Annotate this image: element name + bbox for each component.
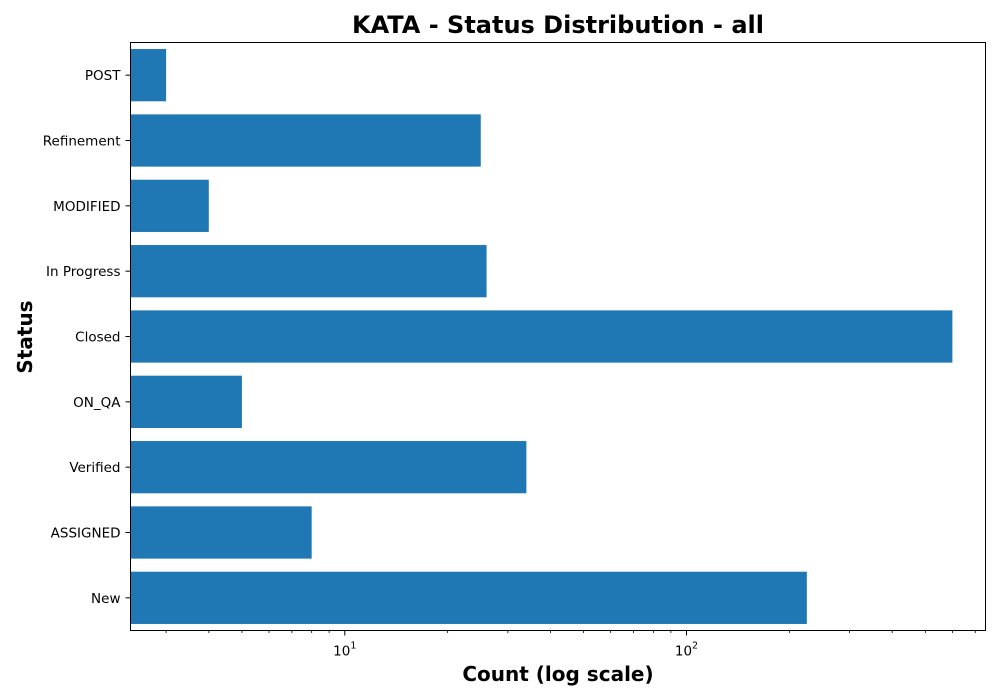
x-tick-label: 102 [675, 641, 698, 660]
bar-verified [130, 441, 527, 494]
bar-post [130, 49, 167, 102]
y-tick-label: Verified [69, 460, 120, 476]
bars-group [130, 49, 953, 624]
y-tick-label: Refinement [43, 134, 121, 150]
y-tick-label: MODIFIED [53, 199, 120, 215]
bar-in-progress [130, 245, 487, 298]
bar-refinement [130, 114, 481, 167]
y-axis-ticks: New ASSIGNED Verified ON_QA Closed In Progres… [43, 68, 131, 607]
bar-closed [130, 310, 953, 363]
bar-modified [130, 179, 209, 232]
bar-assigned [130, 506, 312, 559]
y-tick-label: ON_QA [73, 395, 121, 411]
y-axis-label: Status [13, 300, 37, 373]
plot-frame [130, 42, 986, 631]
y-tick-label: ASSIGNED [51, 526, 121, 542]
y-tick-label: New [91, 591, 120, 607]
bar-new [130, 571, 807, 624]
x-tick-label: 101 [333, 641, 356, 660]
bar-on-qa [130, 375, 242, 428]
x-axis-ticks: 101 102 [165, 630, 976, 660]
chart-title: KATA - Status Distribution - all [352, 11, 764, 39]
y-tick-label: POST [85, 68, 121, 84]
y-tick-label: In Progress [46, 264, 120, 280]
y-tick-label: Closed [75, 330, 120, 346]
x-axis-label: Count (log scale) [462, 662, 653, 686]
